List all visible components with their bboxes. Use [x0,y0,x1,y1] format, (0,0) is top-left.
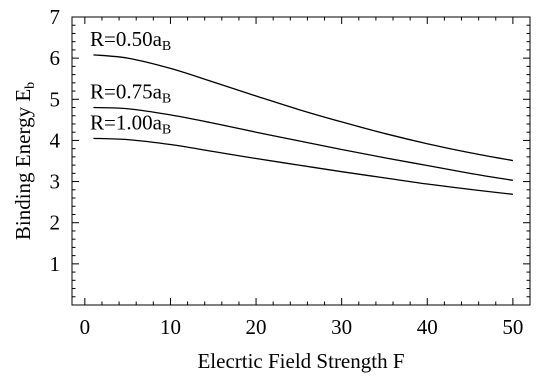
y-axis-label-subscript: b [23,82,38,89]
plot-frame [71,16,531,306]
y-tick-label: 7 [50,5,61,29]
series-label-2: R=0.75aB [90,80,171,107]
series-line-1 [93,54,513,162]
y-tick-label: 5 [50,87,61,111]
y-tick-label: 2 [50,211,61,235]
x-tick-label: 0 [80,315,91,339]
y-tick-label: 6 [50,46,61,70]
series-label-subscript: B [162,92,171,107]
series-label-subscript: B [162,39,171,54]
series-label-text: R=0.50a [90,27,163,51]
series-label-text: R=1.00a [90,110,163,134]
series-label-text: R=0.75a [90,80,163,104]
series-lines [93,54,513,195]
series-line-2 [93,106,513,181]
series-line-3 [93,137,513,195]
y-tick-label: 4 [50,128,61,152]
series-label-1: R=0.50aB [90,27,171,54]
y-tick-label: 3 [50,170,61,194]
series-label-3: R=1.00aB [90,110,171,137]
series-label-subscript: B [162,122,171,137]
x-tick-label: 30 [331,315,352,339]
x-tick-label: 20 [246,315,267,339]
x-tick-label: 10 [160,315,181,339]
y-axis-label-main: Binding Energy E [11,89,35,240]
y-tick-label: 1 [50,252,61,276]
x-axis-label: Elecrtic Field Strength F [197,349,404,373]
x-tick-label: 50 [502,315,523,339]
axes: 0 10 20 30 40 50 1 2 3 4 5 6 7 Elecrtic Field Strengt… [11,5,531,373]
y-axis-label: Binding Energy Eb [11,82,38,240]
x-tick-label: 40 [417,315,438,339]
